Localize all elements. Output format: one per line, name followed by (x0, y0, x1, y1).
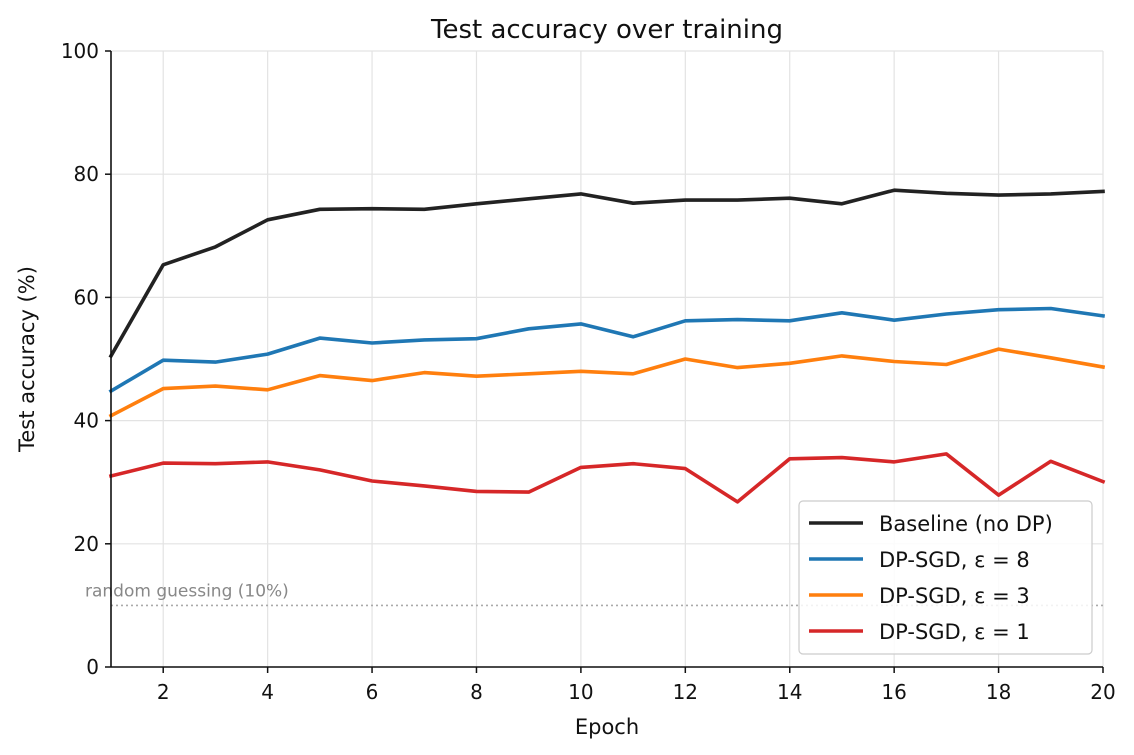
x-tick-label: 4 (261, 680, 274, 704)
x-tick-label: 6 (366, 680, 379, 704)
y-axis-label: Test accuracy (%) (15, 266, 39, 453)
legend-label: Baseline (no DP) (879, 512, 1053, 536)
series-line-3 (108, 347, 1106, 419)
y-tick-label: 80 (74, 162, 99, 186)
x-axis-label: Epoch (575, 715, 639, 739)
x-tick-label: 12 (673, 680, 698, 704)
random-guessing-label: random guessing (10%) (85, 581, 289, 601)
y-tick-label: 0 (86, 655, 99, 679)
series-line-4 (108, 452, 1106, 504)
x-tick-label: 14 (777, 680, 802, 704)
tick-labels: 2 4 6 8 10 12 14 16 18 20 0 20 40 60 80 100 (61, 39, 1116, 704)
series-line-2 (108, 306, 1106, 394)
y-tick-label: 60 (74, 285, 99, 309)
series-line-1 (108, 188, 1105, 359)
y-tick-label: 100 (61, 39, 99, 63)
legend-label: DP-SGD, ε = 8 (879, 548, 1030, 572)
legend-label: DP-SGD, ε = 1 (879, 620, 1030, 644)
x-tick-label: 20 (1090, 680, 1115, 704)
legend-box (798, 500, 1093, 655)
x-tick-label: 2 (157, 680, 170, 704)
y-tick-label: 20 (74, 532, 99, 556)
x-tick-label: 10 (568, 680, 593, 704)
chart-title: Test accuracy over training (430, 15, 783, 45)
y-tick-label: 40 (74, 409, 99, 433)
axes (105, 50, 1104, 673)
x-tick-label: 18 (986, 680, 1011, 704)
legend-label: DP-SGD, ε = 3 (879, 584, 1030, 608)
x-tick-label: 8 (470, 680, 483, 704)
legend: Baseline (no DP) DP-SGD, ε = 8 DP-SGD, ε =… (798, 500, 1093, 655)
series-group (108, 188, 1106, 504)
x-tick-label: 16 (881, 680, 906, 704)
